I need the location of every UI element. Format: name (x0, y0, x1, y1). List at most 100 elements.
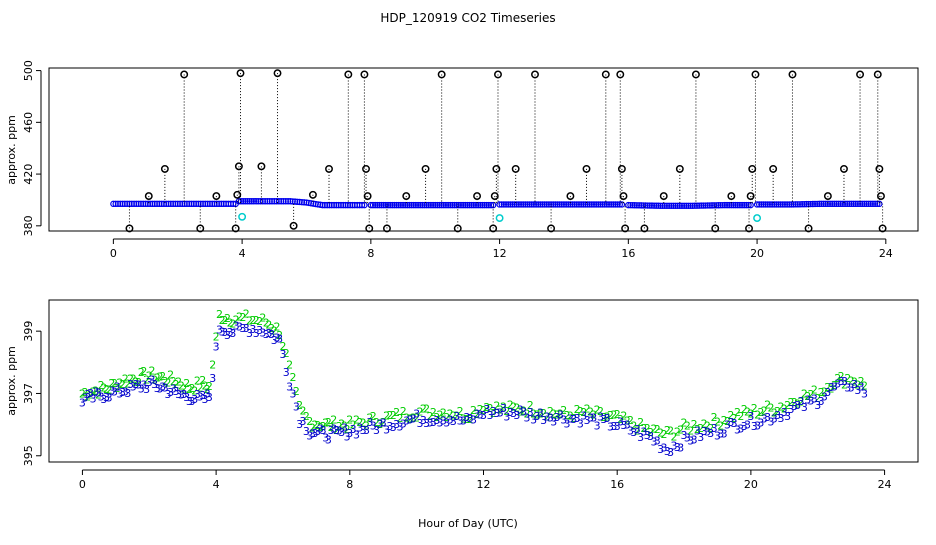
series-3-point: 3 (771, 413, 778, 426)
baseline-point (367, 201, 375, 209)
series-3-point: 3 (132, 378, 139, 391)
series-2-point: 2 (433, 411, 440, 424)
series-3-point: 3 (747, 410, 754, 423)
series-3-point: 3 (423, 417, 430, 430)
series-2-point: 2 (751, 402, 758, 415)
outlier-point (746, 192, 755, 201)
baseline-point (689, 202, 696, 209)
baseline-point (462, 201, 469, 209)
series-3-point: 3 (480, 409, 487, 422)
series-3-point: 3 (328, 424, 335, 437)
series-2-point: 2 (143, 374, 150, 387)
baseline-point (202, 200, 209, 208)
outlier-point (231, 224, 240, 233)
series-3-point: 3 (276, 333, 283, 346)
series-2-point: 2 (554, 409, 561, 422)
top-x-tick-label: 24 (879, 247, 893, 260)
series-3-point: 3 (834, 378, 841, 391)
series-2-point: 2 (724, 415, 731, 428)
series-3-point: 3 (296, 418, 303, 431)
baseline-point (648, 202, 656, 209)
baseline-point (629, 202, 636, 209)
baseline-point (687, 202, 694, 209)
series-3-point: 3 (787, 403, 794, 416)
baseline-point (665, 202, 673, 209)
series-3-point: 3 (197, 390, 204, 403)
baseline-point (192, 200, 200, 208)
series-3-point: 3 (303, 425, 310, 438)
baseline-point (659, 202, 666, 209)
series-2-point: 2 (114, 382, 121, 395)
outlier-point (877, 192, 885, 201)
series-3-point: 3 (674, 441, 681, 454)
baseline-point (743, 201, 750, 209)
series-2-point: 2 (440, 406, 447, 419)
series-2-point: 2 (413, 411, 420, 424)
series-2-point: 2 (106, 384, 113, 397)
series-2-point: 2 (366, 412, 373, 425)
series-2-point: 2 (614, 408, 621, 421)
baseline-point (691, 202, 699, 209)
series-2-point: 2 (338, 418, 345, 431)
series-2-point: 2 (146, 369, 153, 382)
series-3-point: 3 (87, 387, 94, 400)
series-3-point: 3 (533, 410, 540, 423)
series-3-point: 3 (584, 414, 591, 427)
series-3-point: 3 (396, 420, 403, 433)
series-3-point: 3 (146, 376, 153, 389)
series-3-point: 3 (701, 425, 708, 438)
series-3-point: 3 (82, 392, 89, 405)
series-2-point: 2 (821, 385, 828, 398)
series-3-point: 3 (841, 375, 848, 388)
outlier-point (621, 224, 630, 233)
bottom-x-tick-label: 8 (346, 478, 353, 491)
series-3-point: 3 (194, 388, 201, 401)
series-3-point: 3 (124, 387, 131, 400)
series-2-point: 2 (557, 408, 564, 421)
outlier-point (402, 192, 411, 201)
outlier-point (362, 164, 370, 173)
series-3-point: 3 (644, 429, 651, 442)
outlier-point (437, 70, 446, 79)
baseline-point (282, 198, 289, 205)
series-2-point: 2 (577, 405, 584, 418)
series-2-point: 2 (560, 404, 567, 417)
series-2-point: 2 (717, 419, 724, 432)
series-2-point: 2 (341, 419, 348, 432)
top-x-tick-label: 4 (239, 247, 246, 260)
series-3-point: 3 (162, 382, 169, 395)
series-3-point: 3 (724, 418, 731, 431)
outlier-point (566, 192, 575, 201)
series-2-point: 2 (100, 382, 107, 395)
series-3-point: 3 (271, 334, 278, 347)
series-3-point: 3 (246, 327, 253, 340)
baseline-point (640, 202, 647, 209)
baseline-point (680, 202, 688, 209)
series-3-point: 3 (330, 423, 337, 436)
baseline-point (839, 200, 847, 208)
series-2-point: 2 (130, 373, 137, 386)
baseline-point (213, 200, 221, 208)
baseline-point (468, 201, 475, 209)
baseline-point (828, 200, 836, 208)
baseline-point (376, 201, 383, 209)
baseline-point (408, 201, 415, 209)
baseline-point (610, 201, 617, 208)
series-3-point: 3 (312, 427, 319, 440)
series-2-point: 2 (764, 399, 771, 412)
baseline-point (110, 200, 117, 208)
top-x-tick-label: 8 (367, 247, 374, 260)
baseline-point (340, 201, 347, 209)
bottom-x-tick-label: 16 (610, 478, 624, 491)
series-3-point: 3 (791, 400, 798, 413)
baseline-point (399, 201, 407, 209)
series-3-point: 3 (861, 387, 868, 400)
series-3-point: 3 (209, 372, 216, 385)
series-2-point: 2 (540, 407, 547, 420)
baseline-point (535, 201, 542, 208)
series-2-point: 2 (325, 416, 332, 429)
series-3-point: 3 (721, 428, 728, 441)
outlier-point (160, 164, 169, 173)
series-3-point: 3 (363, 424, 370, 437)
baseline-point (333, 201, 340, 209)
